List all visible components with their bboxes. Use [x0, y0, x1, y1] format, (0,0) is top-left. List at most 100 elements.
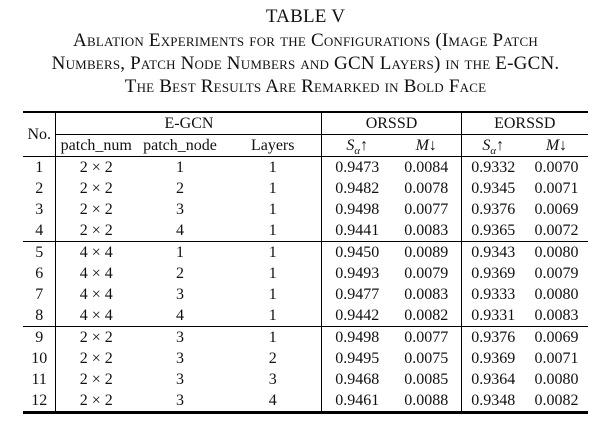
- cell-no: 5: [22, 241, 57, 263]
- mae-symbol: M: [545, 137, 560, 154]
- cell-patch-num: 4 × 4: [79, 307, 113, 324]
- cell-orssd-s: 0.9461: [335, 392, 380, 409]
- cell-eorssd-s: 0.9333: [471, 286, 516, 303]
- header-group-orssd: ORSSD: [321, 112, 462, 135]
- table-row: 2 2 × 2 2 1 0.9482 0.0078 0.9345 0.0071: [22, 178, 588, 199]
- cell-orssd-m: 0.0075: [391, 348, 462, 369]
- table-row: 1 2 × 2 1 1 0.9473 0.0084 0.9332 0.0070: [22, 156, 588, 178]
- cell-eorssd-m: 0.0069: [525, 326, 589, 348]
- cell-eorssd-m: 0.0069: [534, 201, 579, 218]
- cell-orssd-m: 0.0083: [391, 220, 462, 242]
- cell-eorssd-m: 0.0080: [534, 371, 579, 388]
- table-row: 7 4 × 4 3 1 0.9477 0.0083 0.9333 0.0080: [22, 284, 588, 305]
- down-arrow-icon: ↓: [428, 137, 437, 154]
- cell-orssd-s: 0.9442: [335, 307, 380, 324]
- cell-patch-node: 3: [175, 392, 184, 409]
- cell-patch-node: 1: [135, 241, 224, 263]
- cell-no: 7: [22, 284, 57, 305]
- caption-line-1: Ablation Experiments for the Configurati…: [73, 30, 538, 51]
- header-orssd-s-alpha: Sα↑: [321, 134, 392, 157]
- cell-eorssd-m: 0.0083: [534, 307, 579, 324]
- cell-layers: 1: [223, 326, 323, 348]
- cell-eorssd-s: 0.9331: [471, 307, 516, 324]
- cell-eorssd-m: 0.0080: [525, 241, 589, 263]
- header-no: No.: [22, 112, 57, 157]
- cell-layers: 1: [223, 263, 323, 284]
- cell-orssd-m: 0.0085: [391, 369, 462, 390]
- cell-orssd-m: 0.0077: [391, 326, 462, 348]
- cell-orssd-s: 0.9441: [335, 222, 380, 239]
- cell-layers: 2: [223, 348, 323, 369]
- cell-patch-node: 3: [175, 350, 184, 367]
- cell-eorssd-m: 0.0080: [534, 286, 579, 303]
- cell-orssd-m: 0.0079: [391, 263, 462, 284]
- cell-layers: 3: [223, 369, 323, 390]
- cell-layers: 4: [223, 390, 323, 413]
- cell-orssd-s: 0.9493: [335, 265, 380, 282]
- s-alpha-symbol: S: [346, 137, 355, 154]
- cell-layers: 1: [223, 284, 323, 305]
- cell-no: 9: [22, 326, 57, 348]
- cell-patch-node: 2: [175, 265, 184, 282]
- cell-patch-num: 2 × 2: [79, 159, 113, 176]
- cell-orssd-s: 0.9450: [321, 241, 392, 263]
- header-eorssd-s-alpha: Sα↑: [461, 134, 525, 157]
- cell-eorssd-s: 0.9348: [471, 392, 516, 409]
- cell-layers: 1: [223, 156, 323, 178]
- cell-orssd-s: 0.9498: [335, 201, 380, 218]
- cell-patch-num: 2 × 2: [79, 180, 113, 197]
- cell-eorssd-m: 0.0071: [534, 180, 579, 197]
- cell-orssd-m: 0.0082: [391, 305, 462, 327]
- cell-eorssd-s: 0.9369: [471, 350, 516, 367]
- cell-orssd-m: 0.0078: [391, 178, 462, 199]
- table-row: 4 2 × 2 4 1 0.9441 0.0083 0.9365 0.0072: [22, 220, 588, 242]
- cell-orssd-s: 0.9498: [321, 326, 392, 348]
- cell-orssd-m: 0.0077: [391, 199, 462, 220]
- cell-no: 8: [22, 305, 57, 327]
- header-group-egcn: E-GCN: [55, 112, 323, 135]
- table-row: 12 2 × 2 3 4 0.9461 0.0088 0.9348 0.0082: [22, 390, 588, 413]
- cell-patch-num: 2 × 2: [79, 392, 113, 409]
- cell-orssd-m: 0.0088: [391, 390, 462, 413]
- cell-eorssd-s: 0.9376: [461, 326, 525, 348]
- header-patch-num: patch_num: [55, 134, 136, 157]
- cell-no: 6: [22, 263, 57, 284]
- table-row: 6 4 × 4 2 1 0.9493 0.0079 0.9369 0.0079: [22, 263, 588, 284]
- cell-patch-num: 4 × 4: [79, 265, 113, 282]
- cell-patch-num: 2 × 2: [79, 201, 113, 218]
- cell-layers: 1: [223, 178, 323, 199]
- cell-orssd-s: 0.9495: [335, 350, 380, 367]
- cell-layers: 1: [223, 199, 323, 220]
- cell-patch-num: 4 × 4: [79, 286, 113, 303]
- cell-no: 2: [22, 178, 57, 199]
- down-arrow-icon: ↓: [559, 137, 568, 154]
- mae-symbol: M: [415, 137, 429, 154]
- cell-no: 4: [22, 220, 57, 242]
- cell-layers: 1: [223, 220, 323, 242]
- table-number: TABLE V: [265, 6, 346, 27]
- s-alpha-symbol: S: [482, 137, 491, 154]
- cell-patch-node: 2: [175, 180, 184, 197]
- cell-orssd-m: 0.0083: [391, 284, 462, 305]
- header-row-subcols: patch_num patch_node Layers Sα↑ M↓ Sα↑ M…: [23, 134, 589, 157]
- cell-eorssd-m: 0.0072: [534, 222, 579, 239]
- table-row: 11 2 × 2 3 3 0.9468 0.0085 0.9364 0.0080: [22, 369, 588, 390]
- table-row: 10 2 × 2 3 2 0.9495 0.0075 0.9369 0.0071: [22, 348, 588, 369]
- cell-orssd-m: 0.0089: [391, 241, 462, 263]
- cell-orssd-s: 0.9477: [335, 286, 380, 303]
- cell-layers: 1: [223, 305, 323, 327]
- cell-eorssd-m: 0.0070: [534, 159, 579, 176]
- header-orssd-mae: M↓: [391, 134, 462, 157]
- cell-no: 11: [22, 369, 57, 390]
- cell-eorssd-m: 0.0082: [534, 392, 579, 409]
- cell-layers: 1: [223, 241, 323, 263]
- cell-patch-num: 2 × 2: [79, 371, 113, 388]
- ablation-table: No. E-GCN ORSSD EORSSD patch_num patch_n…: [22, 111, 589, 414]
- header-row-groups: No. E-GCN ORSSD EORSSD: [22, 112, 589, 157]
- alpha-subscript: α: [354, 145, 361, 157]
- header-patch-node: patch_node: [135, 134, 224, 157]
